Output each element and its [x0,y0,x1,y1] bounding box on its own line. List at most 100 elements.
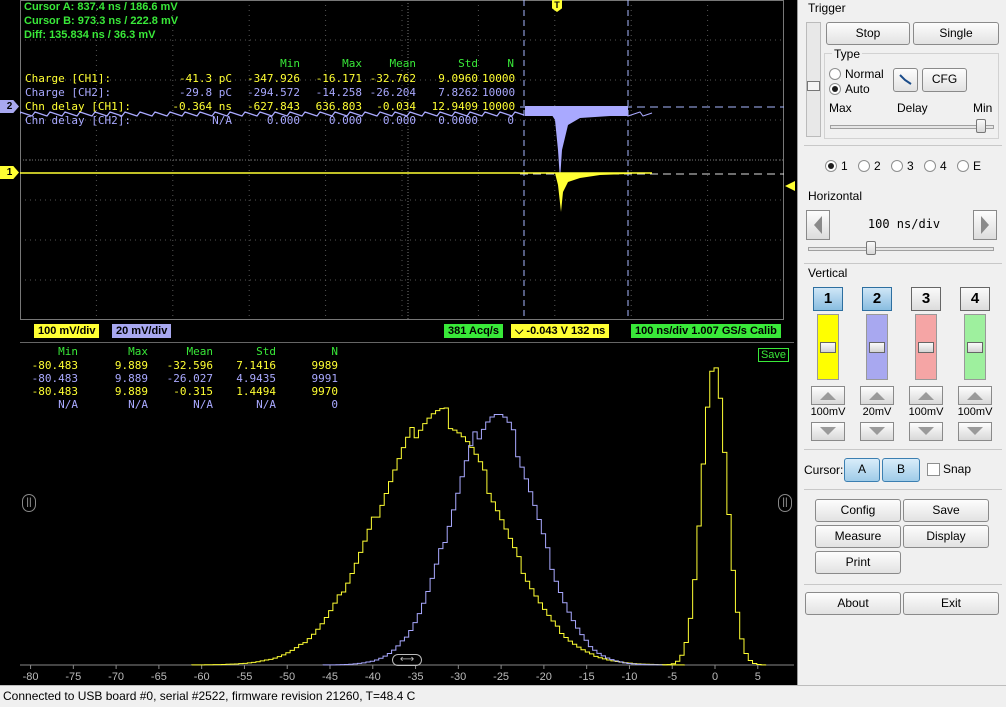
measurement-header: Std [458,57,478,70]
measurement-name: Chn delay [CH2]: [25,114,131,127]
single-button[interactable]: Single [913,22,999,45]
trigger-slope-button[interactable] [893,68,918,92]
histogram-stat-cell: 1.4494 [236,385,276,398]
cursor-a-button[interactable]: A [844,458,880,482]
measurement-cell: 7.8262 [438,86,478,99]
cursor-b-button[interactable]: B [882,458,920,482]
delay-slider-track[interactable] [830,125,994,129]
channel-2-scale-down-button[interactable] [860,422,894,441]
snap-checkbox[interactable] [927,463,940,476]
channel-4-offset-slider[interactable] [964,314,986,380]
trigger-source-1-label: 1 [841,159,848,173]
horizontal-position-track[interactable] [808,247,994,251]
channel-3-offset-slider[interactable] [915,314,937,380]
config-button[interactable]: Config [815,499,901,522]
channel-4-button[interactable]: 4 [960,287,990,311]
delay-label: Delay [897,101,928,115]
stop-button[interactable]: Stop [826,22,910,45]
histogram-area[interactable]: -80 -75 -70 -65 -60 -55 -50 -45 -40 -35 -30 -25 -20-… [20,342,794,685]
trigger-info-badge: ⌵ -0.043 V 132 ns [511,324,610,338]
exit-button[interactable]: Exit [903,592,999,615]
channel-1-button[interactable]: 1 [813,287,843,311]
channel-2-scale-up-button[interactable] [860,386,894,405]
measurement-cell: -14.258 [315,86,362,99]
histogram-stat-cell: -80.483 [31,385,78,398]
trigger-source-E-label: E [973,159,982,173]
waveform-area[interactable] [20,0,784,320]
ch2-offset-marker[interactable]: 2 [0,100,19,113]
histogram-left-handle-icon[interactable]: || [22,494,36,512]
channel-3-button[interactable]: 3 [911,287,941,311]
auto-radio[interactable] [829,83,841,95]
measurement-name: Charge [CH1]: [25,72,112,85]
about-button[interactable]: About [805,592,901,615]
timebase-decrease-button[interactable] [806,210,830,240]
horizontal-position-thumb[interactable] [866,241,876,255]
channel-3-offset-thumb[interactable] [918,342,934,353]
histogram-stat-cell: N/A [256,398,276,411]
histogram-stat-cell: -0.315 [173,385,213,398]
histogram-header: Min [58,345,78,358]
cfg-button[interactable]: CFG [922,68,967,92]
trigger-level-marker[interactable] [785,181,795,191]
histogram-stat-cell: N/A [128,398,148,411]
measurement-cell: -627.843 [247,100,300,113]
trigger-source-4-radio[interactable] [924,160,936,172]
histogram-x-tick: -35 [408,671,424,683]
histogram-header: Std [256,345,276,358]
trigger-level-thumb[interactable] [807,81,820,91]
measurement-cell: 0 [507,114,514,127]
trigger-source-E-radio[interactable] [957,160,969,172]
trigger-level-slider[interactable] [806,22,821,137]
channel-2-button[interactable]: 2 [862,287,892,311]
measurement-value: -41.3 pC [179,72,232,85]
channel-4-offset-thumb[interactable] [967,342,983,353]
histogram-x-tick: -60 [194,671,210,683]
channel-1-scale-down-button[interactable] [811,422,845,441]
down-arrow-icon [820,427,836,435]
channel-3-scale-down-button[interactable] [909,422,943,441]
measurement-header: Max [342,57,362,70]
channel-3-scale-up-button[interactable] [909,386,943,405]
print-button[interactable]: Print [815,551,901,574]
channel-3-scale-label: 100mV [908,406,944,418]
save-button[interactable]: Save [903,499,989,522]
histogram-stat-cell: 7.1416 [236,359,276,372]
cursor-b-value: 973.3 ns / 222.8 mV [77,15,179,27]
separator [804,449,1002,450]
channel-2-offset-slider[interactable] [866,314,888,380]
measure-button[interactable]: Measure [815,525,901,548]
channel-1-offset-slider[interactable] [817,314,839,380]
histogram-x-tick: -20 [536,671,552,683]
normal-radio[interactable] [829,68,841,80]
trigger-source-1-radio[interactable] [825,160,837,172]
measurement-cell: 636.803 [315,100,362,113]
channel-4-scale-down-button[interactable] [958,422,992,441]
delay-slider-thumb[interactable] [976,119,986,133]
display-button[interactable]: Display [903,525,989,548]
histogram-x-tick: 0 [712,671,718,683]
channel-1-scale-up-button[interactable] [811,386,845,405]
measurement-value: -0.364 ns [172,100,232,113]
trigger-source-2-radio[interactable] [858,160,870,172]
channel-2-offset-thumb[interactable] [869,342,885,353]
histogram-zoom-handle-icon[interactable]: ⟷ [392,654,422,666]
separator [804,584,1002,585]
histogram-stat-cell: -26.027 [166,372,213,385]
trigger-position-marker[interactable]: T [552,0,562,12]
histogram-right-handle-icon[interactable]: || [778,494,792,512]
normal-label: Normal [845,67,884,81]
measurement-header: N [507,57,514,70]
histogram-series [191,407,685,666]
channel-4-scale-up-button[interactable] [958,386,992,405]
timebase-increase-button[interactable] [973,210,997,240]
measurement-cell: 10000 [482,72,516,85]
channel-1-offset-thumb[interactable] [820,342,836,353]
histogram-stat-cell: 9.889 [114,359,148,372]
ch1-offset-marker[interactable]: 1 [0,166,19,179]
trigger-source-2-label: 2 [874,159,881,173]
separator [804,263,1002,264]
histogram-save-button[interactable]: Save [758,348,789,362]
measurement-cell: 0.000 [328,114,362,127]
trigger-source-3-radio[interactable] [891,160,903,172]
